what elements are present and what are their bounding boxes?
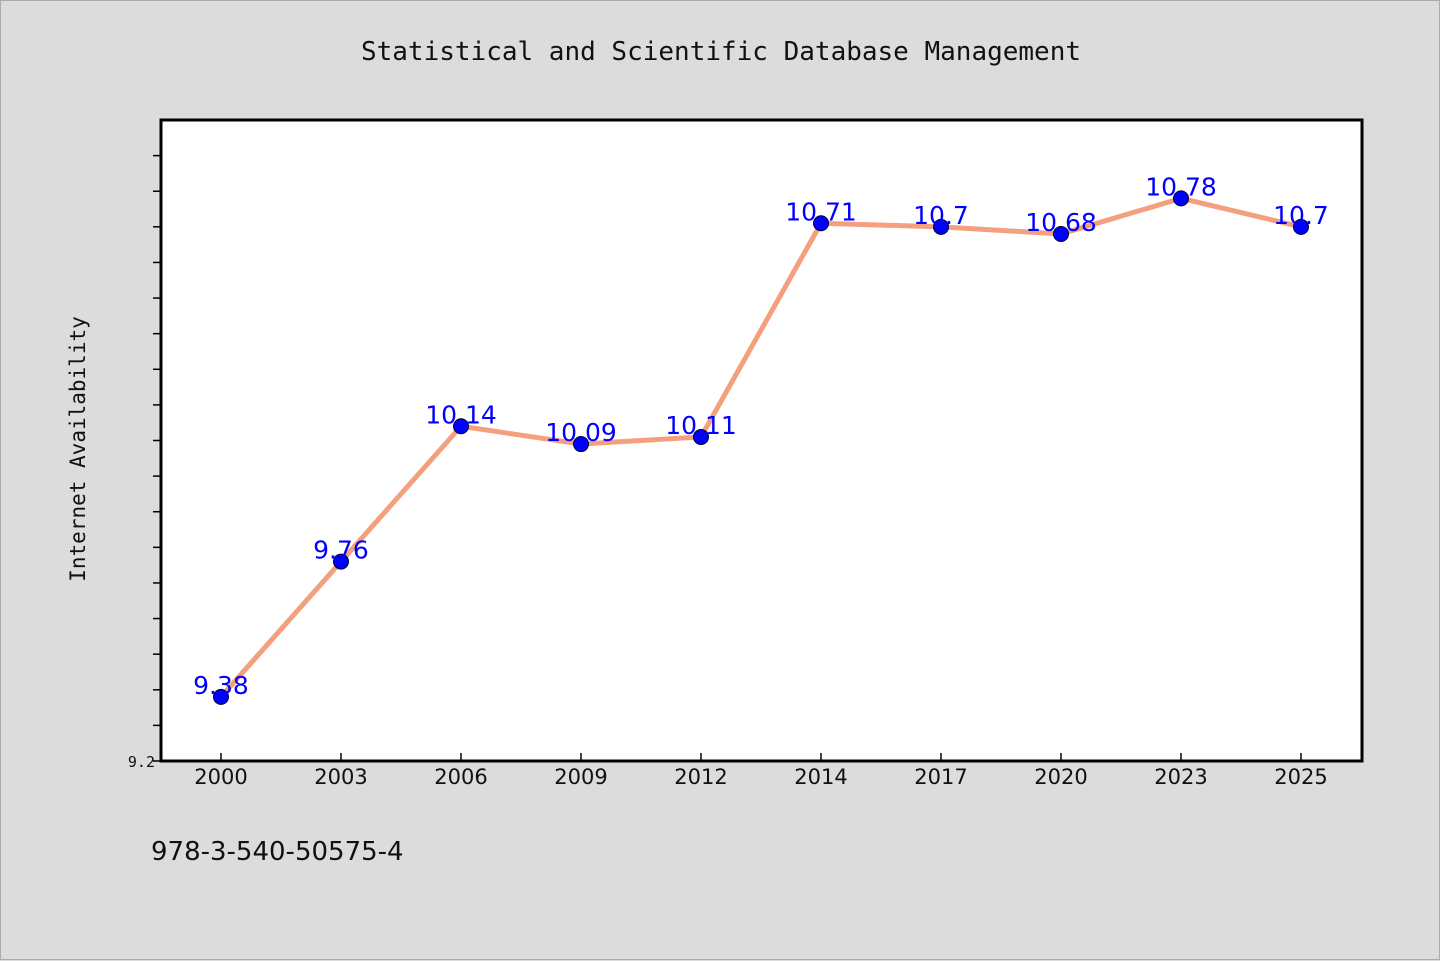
plot-area [159,118,1364,763]
x-tick-label: 2014 [794,765,847,789]
data-label: 9.76 [313,536,369,565]
y-axis-ticks [153,154,161,762]
x-tick-label: 2025 [1274,765,1327,789]
data-label: 10.7 [1273,201,1329,230]
data-label: 10.71 [785,197,857,226]
x-tick-label: 2020 [1034,765,1087,789]
data-label: 10.11 [665,411,737,440]
data-point [213,688,229,705]
data-label: 10.68 [1025,208,1097,237]
data-point [933,218,949,235]
data-point [453,418,469,435]
data-point [1293,218,1309,235]
data-label: 10.14 [425,400,497,429]
isbn-text: 978-3-540-50575-4 [151,837,404,867]
data-labels: 9.38 9.76 10.14 10.09 10.11 10.71 10.7 10.68 10.… [193,172,1329,700]
x-axis-ticks: 2000 2003 2006 2009 2012 2014 2017 2020 2023 2025 [194,753,1328,789]
data-point [573,436,589,453]
x-tick-label: 2017 [914,765,967,789]
data-label: 10.09 [545,418,617,447]
x-tick-label: 2012 [674,765,727,789]
data-label: 10.78 [1145,172,1217,201]
x-tick-label: 2006 [434,765,487,789]
data-point [1173,190,1189,207]
series-line [219,195,1302,699]
data-point [333,553,349,570]
data-label: 9.38 [193,671,249,700]
data-point [693,428,709,445]
chart-title: Statistical and Scientific Database Mana… [360,37,1082,67]
data-label: 10.7 [913,201,969,230]
data-markers [213,190,1309,705]
y-min-tick-label: 9.2 [128,753,155,771]
data-point [813,215,829,232]
x-tick-label: 2009 [554,765,607,789]
x-tick-label: 2023 [1154,765,1207,789]
x-tick-label: 2000 [194,765,247,789]
x-tick-label: 2003 [314,765,367,789]
data-point [1053,225,1069,242]
